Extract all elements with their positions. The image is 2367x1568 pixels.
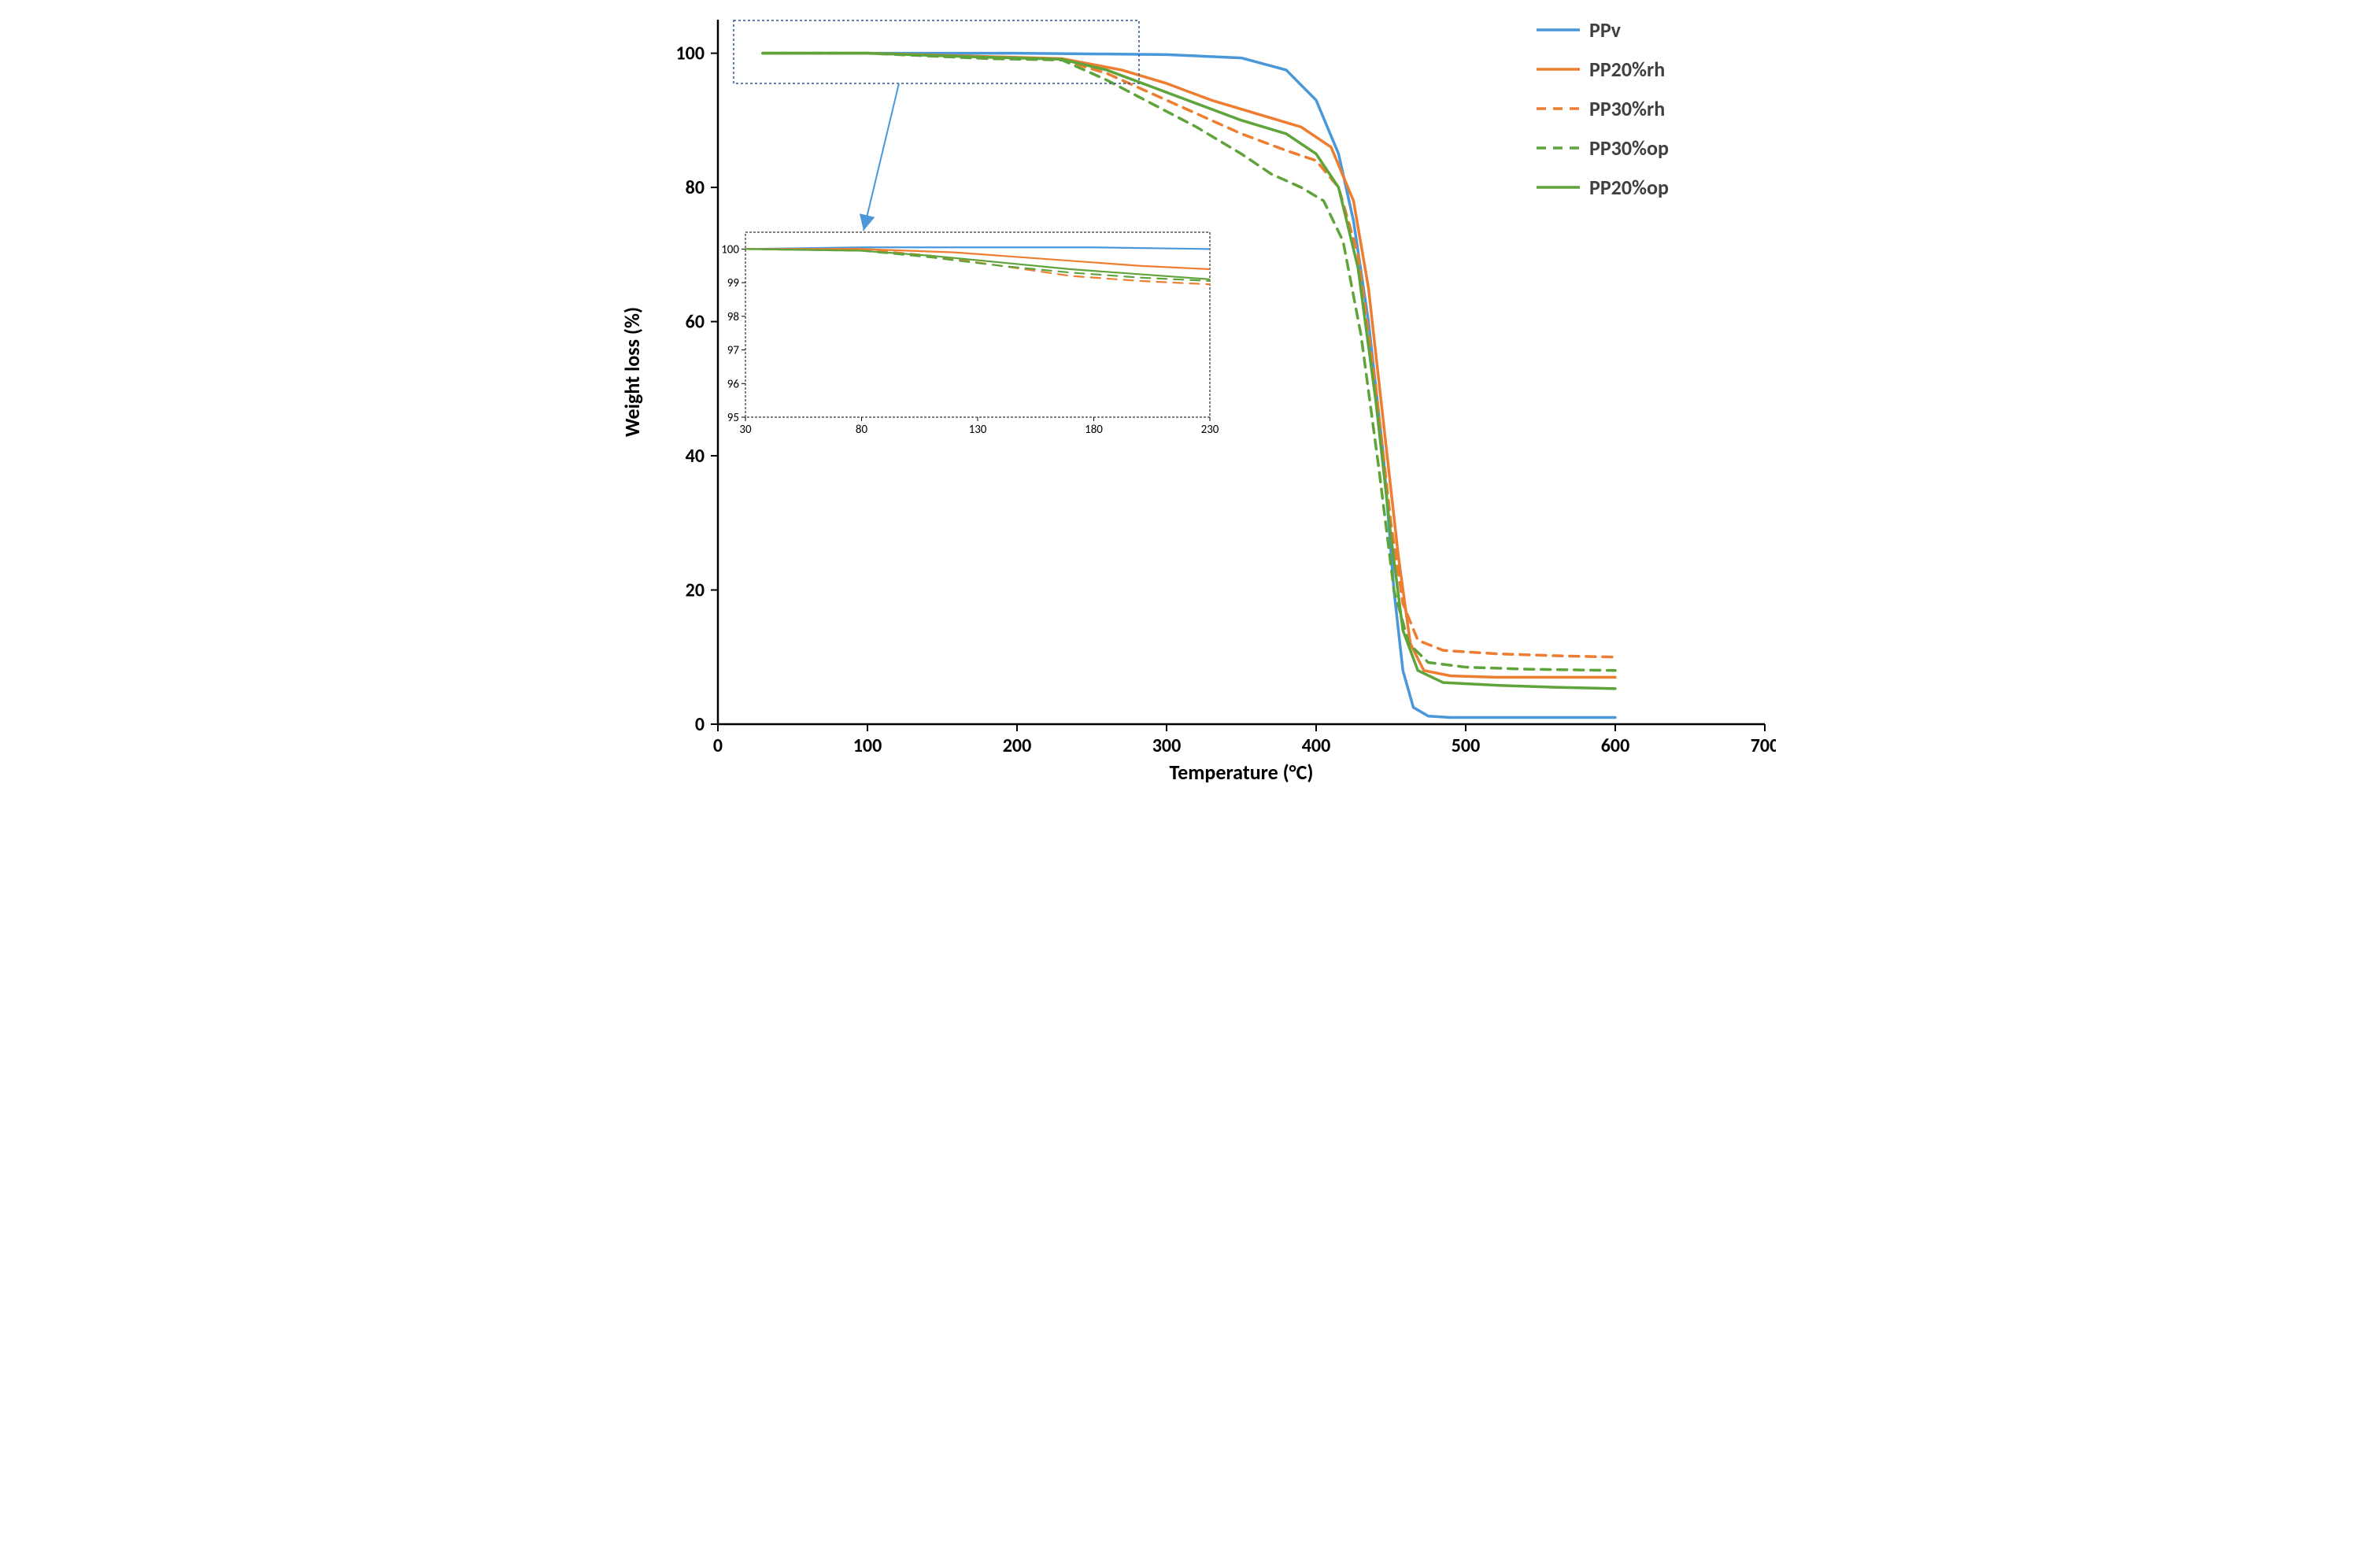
x-tick-label: 400 — [1301, 734, 1330, 757]
x-tick-label: 100 — [852, 734, 882, 757]
y-tick-label: 100 — [675, 43, 705, 65]
callout-arrow — [864, 83, 899, 231]
x-tick-label: 500 — [1451, 734, 1480, 757]
legend: PPv PP20%rh PP30%rh PP30%op PP20%op — [1537, 17, 1669, 200]
inset-x-tick-label: 30 — [739, 423, 752, 437]
x-tick-label: 600 — [1600, 734, 1629, 757]
y-tick-label: 40 — [685, 445, 704, 468]
inset-y-tick-label: 96 — [727, 377, 739, 391]
inset-y-tick-label: 97 — [727, 344, 739, 358]
inset-x-tick-label: 130 — [968, 423, 986, 437]
inset-x-tick-label: 80 — [855, 423, 867, 437]
legend-label-PP20rh: PP20%rh — [1589, 57, 1665, 82]
chart-svg: 0 100 200 300 400 500 600 700 0 20 40 60 80 100 Temper… — [592, 0, 1776, 784]
y-tick-label: 0 — [694, 713, 704, 736]
inset-y-tick-label: 100 — [721, 242, 739, 257]
y-axis-title: Weight loss (%) — [619, 307, 645, 437]
inset-x-tick-label: 230 — [1200, 423, 1219, 437]
y-tick-label: 20 — [685, 579, 704, 602]
inset-x-tick-label: 180 — [1085, 423, 1103, 437]
legend-label-PP20op: PP20%op — [1589, 175, 1669, 200]
y-tick-label: 80 — [685, 176, 704, 199]
x-tick-label: 0 — [712, 734, 722, 757]
x-tick-label: 300 — [1152, 734, 1181, 757]
legend-label-PP30op: PP30%op — [1589, 135, 1669, 161]
y-tick-label: 60 — [685, 311, 704, 334]
inset-y-tick-label: 99 — [727, 276, 739, 290]
inset-y-tick-label: 95 — [727, 411, 738, 425]
legend-label-PP30rh: PP30%rh — [1589, 96, 1665, 121]
x-tick-label: 700 — [1750, 734, 1775, 757]
tga-chart: 0 100 200 300 400 500 600 700 0 20 40 60 80 100 Temper… — [592, 0, 1776, 784]
inset-y-tick-label: 98 — [727, 310, 738, 324]
x-tick-label: 200 — [1002, 734, 1031, 757]
x-axis-title: Temperature (°C) — [1169, 760, 1313, 784]
legend-label-PPv: PPv — [1589, 17, 1622, 43]
